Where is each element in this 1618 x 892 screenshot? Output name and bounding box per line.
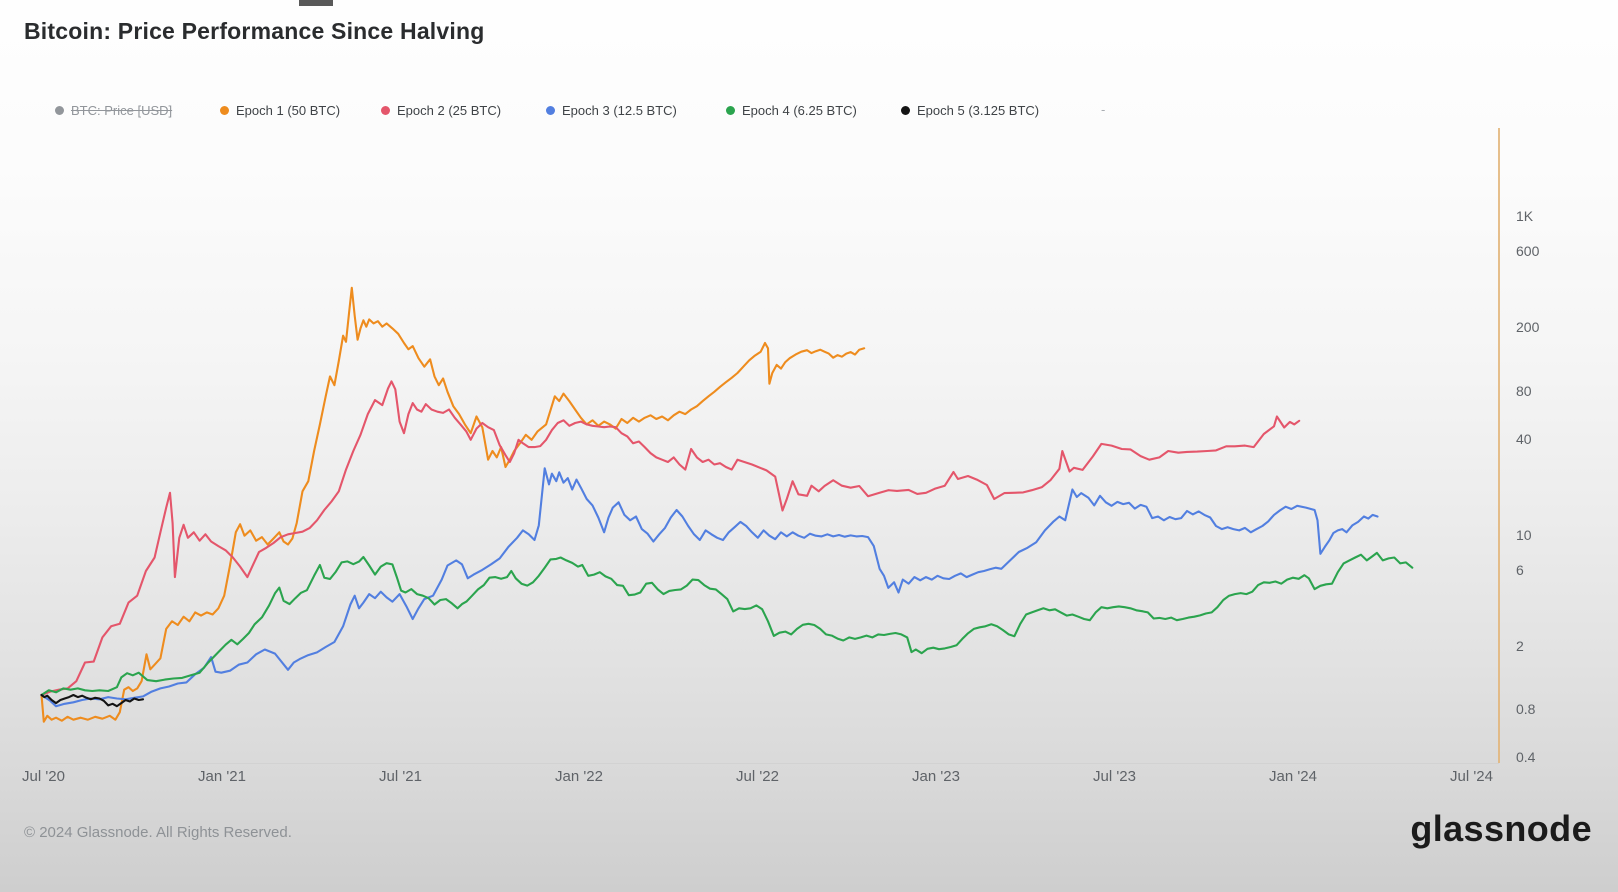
x-tick-jan-22: Jan '22	[555, 768, 603, 785]
series-line-epoch-5	[40, 693, 145, 708]
x-tick-jan-23: Jan '23	[912, 768, 960, 785]
series-line-epoch-2	[40, 380, 1301, 697]
x-tick-jul-22: Jul '22	[736, 768, 779, 785]
y-tick-80: 80	[1516, 382, 1532, 399]
legend-item-epoch-5[interactable]: Epoch 5 (3.125 BTC)	[901, 102, 1039, 119]
legend-dot-icon	[546, 106, 555, 115]
x-tick-jan-24: Jan '24	[1269, 768, 1317, 785]
plot-bottom-border	[40, 763, 1499, 764]
legend-label: Epoch 2 (25 BTC)	[397, 103, 502, 118]
legend-dot-icon	[381, 106, 390, 115]
x-tick-jul-24: Jul '24	[1450, 768, 1493, 785]
y-tick-0.4: 0.4	[1516, 749, 1536, 766]
legend-label: Epoch 1 (50 BTC)	[236, 103, 341, 118]
legend-item-epoch-4[interactable]: Epoch 4 (6.25 BTC)	[726, 102, 857, 119]
legend-label: Epoch 5 (3.125 BTC)	[917, 103, 1040, 118]
legend-item-epoch-2[interactable]: Epoch 2 (25 BTC)	[381, 102, 501, 119]
legend-overflow-dash: -	[1101, 102, 1106, 117]
y-tick-200: 200	[1516, 319, 1540, 336]
legend-label: BTC: Price [USD]	[71, 103, 173, 118]
legend-label: Epoch 4 (6.25 BTC)	[742, 103, 857, 118]
legend-item-btc-price[interactable]: BTC: Price [USD]	[55, 102, 172, 119]
x-tick-jul-20: Jul '20	[22, 768, 65, 785]
legend-dot-icon	[901, 106, 910, 115]
copyright-text: © 2024 Glassnode. All Rights Reserved.	[24, 824, 292, 841]
x-tick-jan-21: Jan '21	[198, 768, 246, 785]
y-tick-2: 2	[1516, 638, 1524, 655]
top-edge-artifact	[299, 0, 333, 6]
x-tick-jul-21: Jul '21	[379, 768, 422, 785]
glassnode-logo: glassnode	[1410, 808, 1592, 849]
legend-item-epoch-1[interactable]: Epoch 1 (50 BTC)	[220, 102, 340, 119]
series-line-epoch-1	[40, 286, 866, 723]
series-line-epoch-4	[40, 551, 1414, 697]
y-tick-10: 10	[1516, 526, 1532, 543]
y-tick-1K: 1K	[1516, 208, 1534, 225]
series-line-epoch-3	[40, 467, 1379, 708]
legend-label: Epoch 3 (12.5 BTC)	[562, 103, 677, 118]
x-tick-jul-23: Jul '23	[1093, 768, 1136, 785]
legend-dot-icon	[220, 106, 229, 115]
y-tick-40: 40	[1516, 430, 1532, 447]
y-tick-6: 6	[1516, 562, 1524, 579]
legend-dot-icon	[55, 106, 64, 115]
right-axis-line	[1498, 128, 1500, 763]
y-tick-0.8: 0.8	[1516, 701, 1536, 718]
legend-dot-icon	[726, 106, 735, 115]
chart-title: Bitcoin: Price Performance Since Halving	[24, 18, 485, 44]
legend-item-epoch-3[interactable]: Epoch 3 (12.5 BTC)	[546, 102, 677, 119]
y-tick-600: 600	[1516, 243, 1540, 260]
